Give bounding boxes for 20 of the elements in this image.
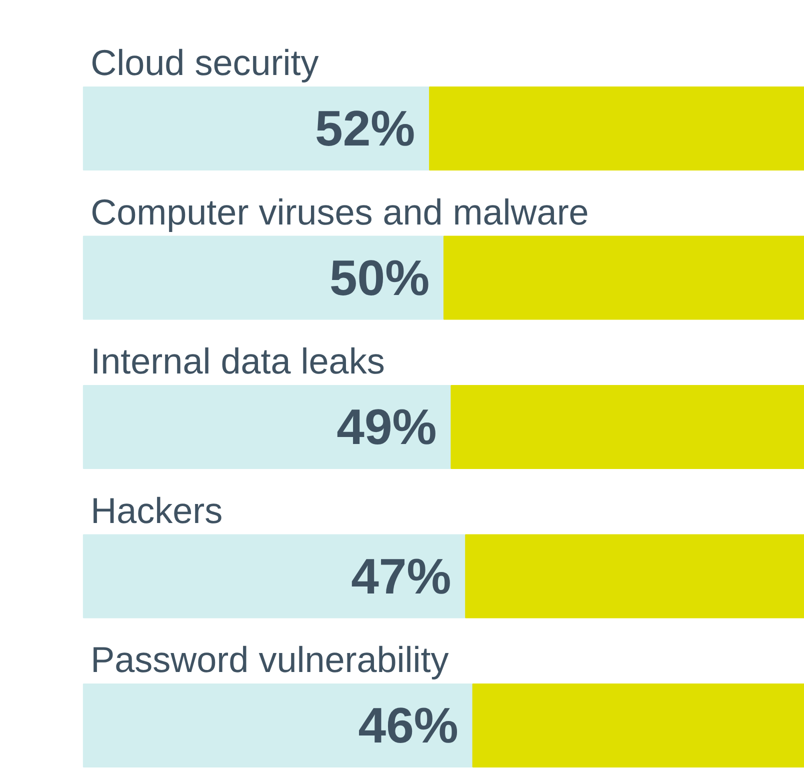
data-label: 52% (315, 100, 416, 156)
bar (443, 236, 804, 320)
bar (82, 86, 430, 170)
data-label: 49% (336, 399, 437, 455)
bar (465, 534, 804, 618)
y-tick-label: Cloud security (90, 42, 319, 83)
data-label: 50% (329, 250, 430, 306)
data-label: 47% (351, 548, 452, 604)
bar (82, 534, 466, 618)
bar (472, 684, 804, 768)
bar (450, 385, 804, 469)
y-tick-label: Computer viruses and malware (90, 191, 589, 232)
bar (82, 385, 452, 469)
y-tick-label: Internal data leaks (90, 340, 385, 382)
bar (82, 236, 444, 320)
y-tick-label: Hackers (90, 490, 223, 531)
bar (82, 684, 474, 768)
data-label: 46% (358, 698, 458, 754)
bar (429, 86, 804, 170)
y-tick-label: Password vulnerability (90, 639, 449, 680)
